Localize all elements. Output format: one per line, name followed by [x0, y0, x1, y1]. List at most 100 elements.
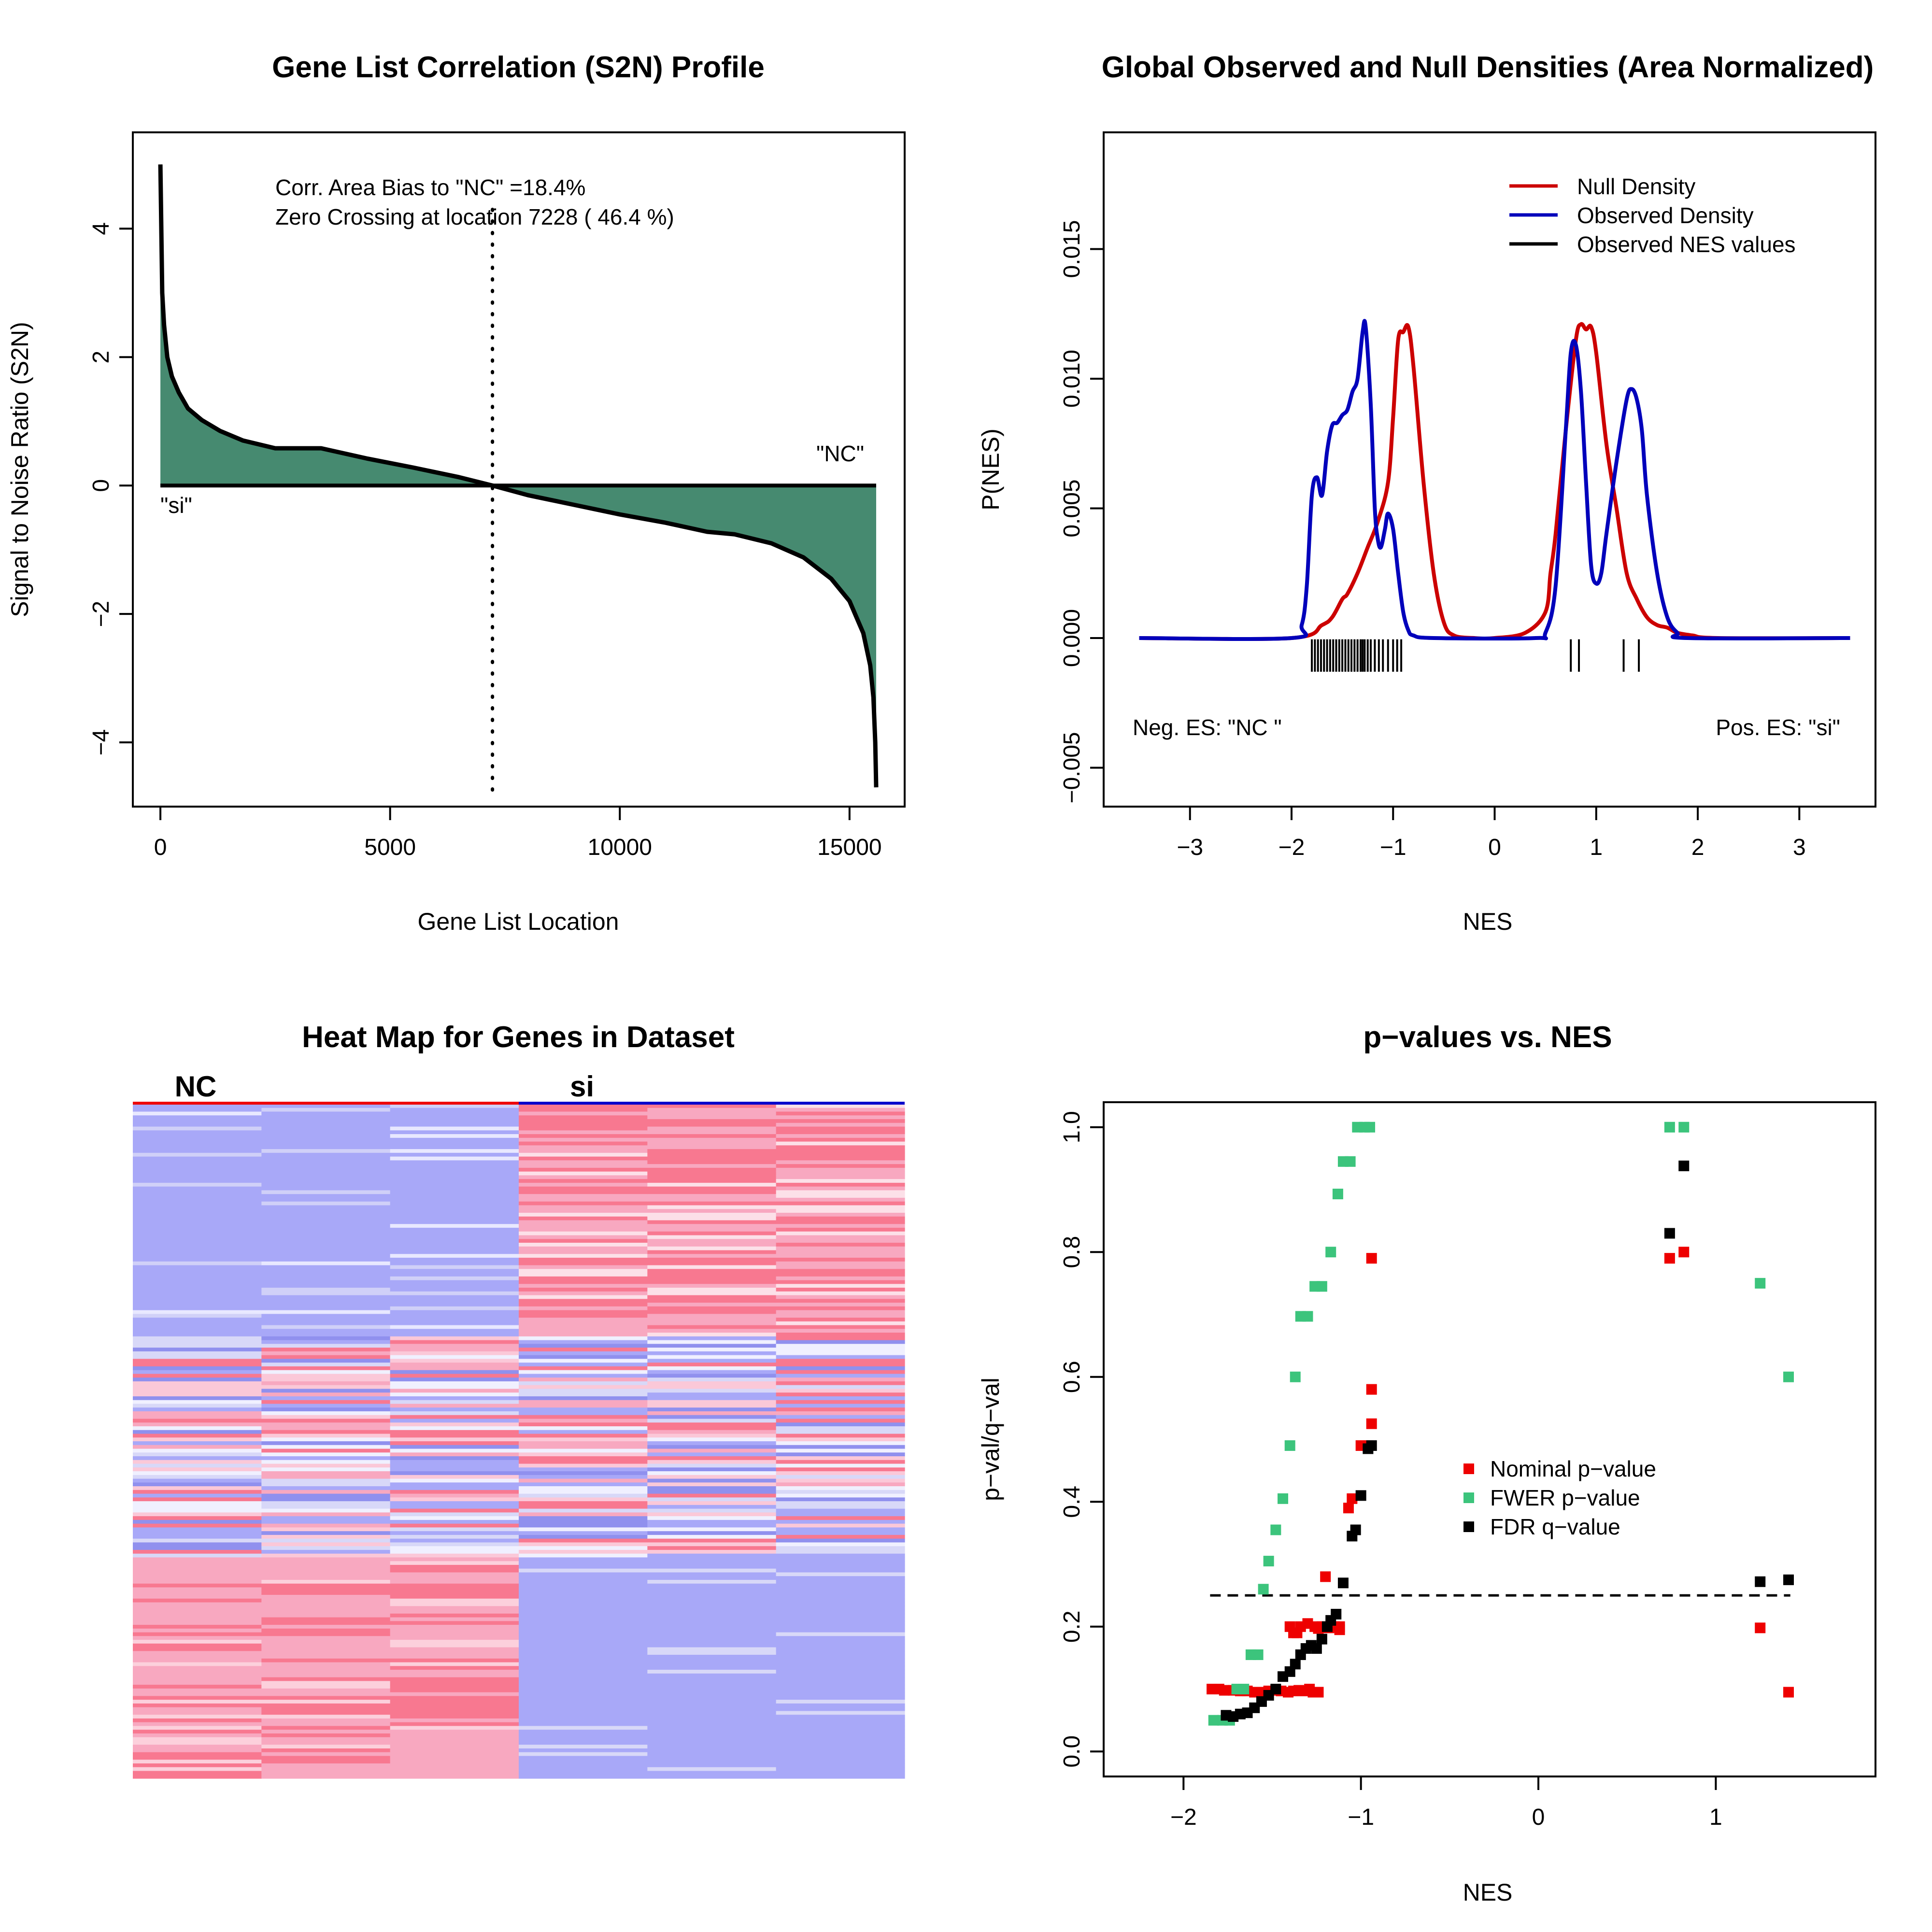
- heatmap-cell: [261, 1242, 391, 1247]
- heatmap-cell: [261, 1677, 391, 1681]
- heatmap-cell: [519, 1621, 648, 1625]
- heatmap-cell: [390, 1546, 519, 1550]
- heatmap-cell: [390, 1685, 519, 1689]
- heatmap-cell: [519, 1602, 648, 1606]
- heatmap-cell: [261, 1647, 391, 1651]
- heatmap-cell: [390, 1430, 519, 1435]
- heatmap-cell: [390, 1733, 519, 1738]
- heatmap-cell: [261, 1250, 391, 1254]
- heatmap-cell: [519, 1197, 648, 1202]
- heatmap-cell: [519, 1122, 648, 1127]
- heatmap-cell: [261, 1344, 391, 1348]
- heatmap-cell: [261, 1673, 391, 1678]
- heatmap-cell: [776, 1651, 905, 1655]
- heatmap-cell: [519, 1685, 648, 1689]
- heatmap-cell: [390, 1220, 519, 1224]
- heatmap-cell: [519, 1516, 648, 1520]
- heatmap-cell: [390, 1115, 519, 1120]
- heatmap-cell: [261, 1737, 391, 1742]
- heatmap-cell: [390, 1295, 519, 1299]
- heatmap-cell: [647, 1108, 777, 1112]
- heatmap-cell: [647, 1722, 777, 1727]
- heatmap-cell: [390, 1707, 519, 1711]
- heatmap-cell: [261, 1430, 391, 1435]
- heatmap-cell: [390, 1160, 519, 1165]
- heatmap-cell: [133, 1224, 262, 1228]
- heatmap-cell: [390, 1344, 519, 1348]
- heatmap-cell: [261, 1348, 391, 1352]
- heatmap-cell: [390, 1737, 519, 1742]
- heatmap-cell: [261, 1497, 391, 1502]
- heatmap-cell: [519, 1212, 648, 1217]
- heatmap-cell: [519, 1299, 648, 1303]
- density-xlabel: NES: [1463, 908, 1513, 935]
- heatmap-cell: [133, 1141, 262, 1146]
- heatmap-cell: [133, 1553, 262, 1558]
- fdr-qvalue-point: [1337, 1577, 1349, 1589]
- s2n-y-axis: 4 2 0 −2 −4: [88, 222, 134, 755]
- heatmap-cell: [390, 1194, 519, 1198]
- heatmap-cell: [776, 1355, 905, 1359]
- heatmap-cell: [261, 1632, 391, 1636]
- heatmap-cell: [519, 1137, 648, 1142]
- heatmap-cell: [261, 1197, 391, 1202]
- heatmap-cell: [390, 1745, 519, 1749]
- heatmap-cell: [519, 1111, 648, 1116]
- heatmap-cell: [519, 1359, 648, 1363]
- heatmap-cell: [776, 1602, 905, 1606]
- density-y-axis: −0.005 0.000 0.005 0.010 0.015: [1059, 220, 1105, 804]
- heatmap-cell: [776, 1621, 905, 1625]
- heatmap-cell: [261, 1205, 391, 1209]
- heatmap-cell: [647, 1239, 777, 1243]
- heatmap-cell: [647, 1673, 777, 1678]
- heatmap-cell: [519, 1505, 648, 1509]
- heatmap-cell: [261, 1404, 391, 1408]
- legend-nes-label: Observed NES values: [1577, 232, 1796, 257]
- heatmap-cell: [519, 1501, 648, 1506]
- heatmap-cell: [776, 1463, 905, 1468]
- heatmap-cell: [776, 1512, 905, 1517]
- heatmap-cell: [390, 1700, 519, 1704]
- heatmap-cell: [519, 1715, 648, 1719]
- heatmap-cell: [261, 1475, 391, 1479]
- heatmap-cell: [390, 1381, 519, 1386]
- heatmap-cell: [261, 1314, 391, 1318]
- heatmap-cell: [519, 1763, 648, 1768]
- heatmap-cell: [133, 1411, 262, 1416]
- heatmap-cell: [519, 1149, 648, 1153]
- heatmap-cell: [133, 1149, 262, 1153]
- heatmap-cell: [776, 1126, 905, 1131]
- heatmap-cell: [647, 1130, 777, 1135]
- heatmap-cell: [390, 1404, 519, 1408]
- heatmap-cell: [519, 1231, 648, 1236]
- heatmap-cell: [776, 1534, 905, 1539]
- heatmap-cell: [261, 1591, 391, 1595]
- heatmap-cell: [647, 1288, 777, 1292]
- heatmap-cell: [133, 1752, 262, 1757]
- heatmap-cell: [776, 1508, 905, 1513]
- heatmap-cell: [776, 1197, 905, 1202]
- heatmap-cell: [776, 1231, 905, 1236]
- heatmap-cell: [133, 1775, 262, 1779]
- heatmap-cell: [261, 1685, 391, 1689]
- heatmap-cell: [776, 1452, 905, 1457]
- heatmap-cell: [261, 1119, 391, 1123]
- heatmap-cell: [261, 1490, 391, 1494]
- heatmap-cell: [647, 1520, 777, 1524]
- heatmap-cell: [776, 1212, 905, 1217]
- heatmap-cell: [261, 1636, 391, 1640]
- s2n-ylabel: Signal to Noise Ratio (S2N): [6, 322, 33, 617]
- heatmap-cell: [390, 1197, 519, 1202]
- heatmap-cell: [647, 1306, 777, 1311]
- heatmap-cell: [133, 1666, 262, 1670]
- s2n-x-axis: 0 5000 10000 15000: [154, 807, 882, 860]
- heatmap-cell: [133, 1486, 262, 1491]
- heatmap-cell: [776, 1179, 905, 1183]
- heatmap-cell: [776, 1122, 905, 1127]
- heatmap-cell: [519, 1242, 648, 1247]
- heatmap-cell: [776, 1370, 905, 1374]
- heatmap-cell: [776, 1145, 905, 1150]
- heatmap-cell: [390, 1666, 519, 1670]
- heatmap-cell: [776, 1422, 905, 1427]
- heatmap-cell: [261, 1201, 391, 1206]
